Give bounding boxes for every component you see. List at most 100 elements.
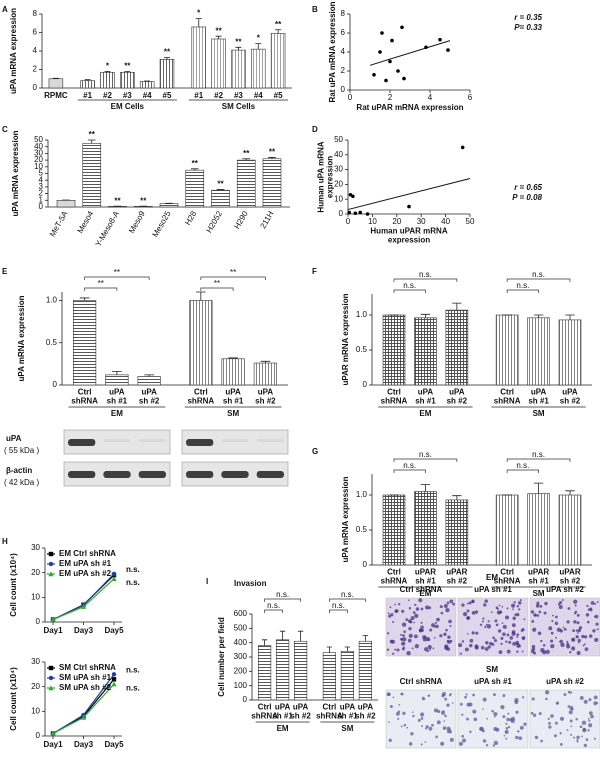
x-tick-label: #2 — [214, 91, 223, 100]
cell-dot — [584, 647, 589, 652]
point — [390, 38, 394, 43]
cell-dot — [418, 598, 423, 603]
cell-dot — [493, 715, 496, 718]
cell-dot — [511, 603, 516, 608]
image-label: uPA sh #1 — [474, 585, 512, 594]
y-tick-label: 0.5 — [46, 338, 58, 347]
cell-dot — [441, 694, 445, 698]
bar — [82, 143, 102, 208]
error-bar — [362, 635, 369, 642]
cell-dot — [445, 628, 448, 632]
cell-dot — [558, 605, 563, 609]
cell-dot — [427, 694, 431, 697]
y-tick-label: 40 — [334, 150, 343, 159]
cell-dot — [449, 599, 454, 604]
cell-dot — [419, 712, 425, 717]
cell-dot — [576, 613, 580, 617]
cell-dot — [495, 727, 500, 732]
cell-dot — [471, 599, 475, 603]
cell-dot — [398, 703, 401, 706]
bar — [120, 71, 135, 89]
cell-dot — [559, 716, 565, 721]
x-tick-label: uPA sh #2 — [255, 388, 276, 406]
x-tick-label: #1 — [194, 91, 203, 100]
cell-dot — [415, 607, 420, 611]
y-tick-label: 0 — [36, 617, 41, 626]
cell-dot — [518, 736, 523, 740]
cell-dot — [523, 722, 527, 726]
blot-band — [186, 471, 214, 478]
cell-dot — [492, 636, 496, 640]
error-bar — [112, 371, 122, 375]
comparison-bracket — [506, 458, 571, 462]
blot-band — [221, 439, 249, 442]
x-tick-label: MeT-5A — [48, 209, 70, 238]
y-tick-label: 3 — [39, 182, 44, 191]
cell-dot — [408, 607, 412, 610]
cell-dot — [412, 611, 416, 615]
cell-dot — [479, 726, 484, 731]
group-label: EM — [419, 589, 431, 598]
cell-dot — [421, 724, 424, 727]
cell-dot — [489, 641, 493, 646]
cell-dot — [392, 620, 395, 623]
y-tick-label: 10 — [31, 592, 40, 601]
x-tick-label: 2 — [388, 93, 393, 102]
x-tick-label: uPA sh #2 — [447, 388, 468, 406]
cell-dot — [400, 637, 403, 641]
bar — [414, 491, 437, 566]
x-tick-label: 4 — [428, 93, 433, 102]
cell-dot — [474, 610, 479, 614]
legend-marker — [48, 561, 54, 567]
bar — [231, 49, 246, 89]
cell-dot — [436, 617, 440, 622]
error-bar — [144, 374, 155, 377]
cell-dot — [432, 647, 435, 650]
error-bar — [452, 302, 462, 311]
x-tick-label: Day1 — [43, 740, 63, 749]
cell-dot — [403, 723, 407, 727]
cell-dot — [434, 626, 436, 628]
cell-dot — [391, 639, 395, 644]
error-bar — [420, 313, 431, 318]
cell-dot — [577, 638, 582, 643]
cell-dot — [400, 725, 403, 728]
legend-label: EM uPA sh #1 — [59, 559, 112, 568]
cell-dot — [576, 621, 580, 625]
point — [378, 50, 382, 54]
cell-dot — [579, 695, 584, 700]
cell-dot — [555, 615, 558, 619]
image-label: Ctrl shRNA — [400, 585, 443, 594]
cell-dot — [531, 697, 535, 701]
cell-dot — [481, 620, 484, 623]
cell-dot — [588, 719, 591, 722]
cell-dot — [452, 602, 455, 606]
x-tick-label: 30 — [417, 217, 426, 226]
bar — [159, 59, 175, 89]
y-tick-label: 1.0 — [356, 490, 368, 499]
comparison-label: ** — [214, 279, 220, 288]
cell-dot — [550, 714, 554, 718]
cell-dot — [574, 612, 577, 615]
y-tick-label: 1.0 — [356, 310, 368, 319]
y-tick-label: 30 — [31, 657, 40, 666]
y-tick-label: 6 — [341, 28, 346, 37]
cell-dot — [446, 601, 450, 605]
cell-dot — [554, 721, 558, 725]
y-tick-label: 5 — [39, 169, 44, 178]
bar — [445, 309, 469, 386]
bar — [527, 493, 550, 566]
cell-dot — [548, 722, 551, 725]
blot-size-label: ( 55 kDa ) — [4, 446, 39, 455]
cell-dot — [531, 644, 536, 649]
cell-dot — [570, 725, 573, 728]
cell-dot — [559, 629, 563, 633]
point — [353, 211, 358, 216]
cell-dot — [566, 640, 569, 643]
cell-dot — [433, 708, 438, 713]
point — [50, 730, 56, 736]
significance-label: ** — [269, 148, 276, 157]
cell-dot — [414, 603, 417, 607]
comparison-label: ** — [98, 279, 104, 288]
